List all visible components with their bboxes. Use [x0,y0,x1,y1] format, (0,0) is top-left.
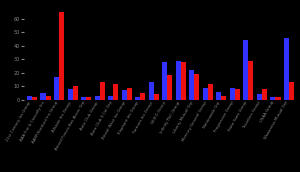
Bar [86,97,91,100]
Bar [275,97,281,100]
Bar [289,82,294,100]
Bar [108,96,113,100]
Bar [148,82,154,100]
Bar [248,61,253,100]
Bar [203,88,208,100]
Bar [127,88,132,100]
Bar [32,97,37,100]
Bar [189,70,194,100]
Bar [208,84,213,100]
Bar [221,96,226,100]
Bar [27,96,32,100]
Bar [122,90,127,100]
Bar [140,93,145,100]
Bar [181,62,186,100]
Bar [257,94,262,100]
Bar [194,74,200,100]
Bar [154,94,159,100]
Bar [94,96,100,100]
Bar [216,92,221,100]
Bar [235,89,240,100]
Bar [40,93,46,100]
Bar [113,84,118,100]
Bar [230,88,235,100]
Bar [262,89,267,100]
Bar [167,76,172,100]
Bar [135,97,140,100]
Bar [73,86,78,100]
Bar [176,61,181,100]
Bar [59,12,64,100]
Bar [243,40,248,100]
Bar [284,38,289,100]
Bar [68,89,73,100]
Bar [54,77,59,100]
Bar [100,82,105,100]
Bar [270,97,275,100]
Bar [46,96,51,100]
Bar [162,62,167,100]
Bar [81,97,86,100]
